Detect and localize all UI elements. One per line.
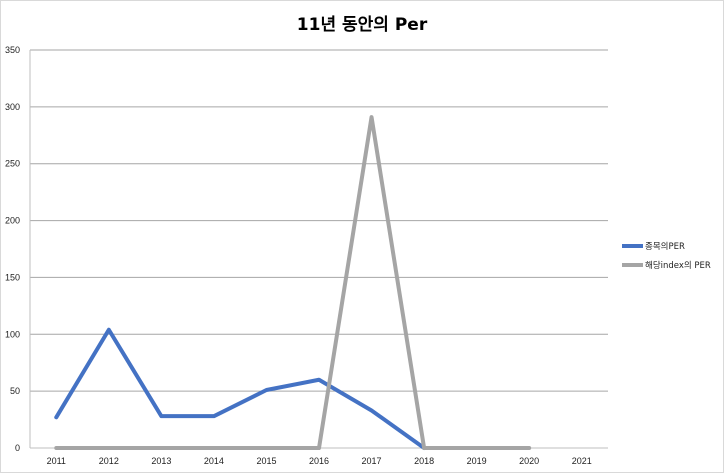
y-axis-ticks: 0 50 100 150 200 250 300 350	[5, 45, 20, 453]
y-tick-label: 250	[5, 159, 20, 169]
legend: 종목의PER 해당index의 PER	[622, 241, 711, 271]
y-tick-label: 100	[5, 329, 20, 339]
x-tick-label: 2014	[204, 456, 224, 466]
x-axis-ticks: 2011 2012 2013 2014 2015 2016 2017 2018 2019 2020…	[47, 456, 592, 466]
y-tick-label: 150	[5, 272, 20, 282]
x-tick-label: 2018	[414, 456, 434, 466]
x-tick-label: 2012	[99, 456, 119, 466]
x-tick-label: 2011	[47, 456, 66, 466]
series-line-2	[54, 115, 532, 450]
axes	[29, 50, 608, 449]
gridlines	[30, 49, 608, 392]
legend-label-2: 해당index의 PER	[645, 260, 711, 271]
x-tick-label: 2019	[467, 456, 487, 466]
x-tick-label: 2021	[572, 456, 592, 466]
legend-label-1: 종목의PER	[645, 241, 685, 252]
y-tick-label: 350	[5, 45, 20, 55]
y-tick-label: 50	[10, 386, 20, 396]
series-line-1	[54, 327, 427, 450]
series-lines	[54, 115, 532, 450]
y-tick-label: 200	[5, 216, 20, 226]
chart-title: 11년 동안의 Per	[297, 15, 428, 35]
x-tick-label: 2013	[151, 456, 171, 466]
x-tick-label: 2020	[519, 456, 539, 466]
x-tick-label: 2016	[309, 456, 329, 466]
x-tick-label: 2017	[362, 456, 382, 466]
y-tick-label: 300	[5, 102, 20, 112]
y-tick-label: 0	[15, 443, 20, 453]
x-tick-label: 2015	[256, 456, 276, 466]
